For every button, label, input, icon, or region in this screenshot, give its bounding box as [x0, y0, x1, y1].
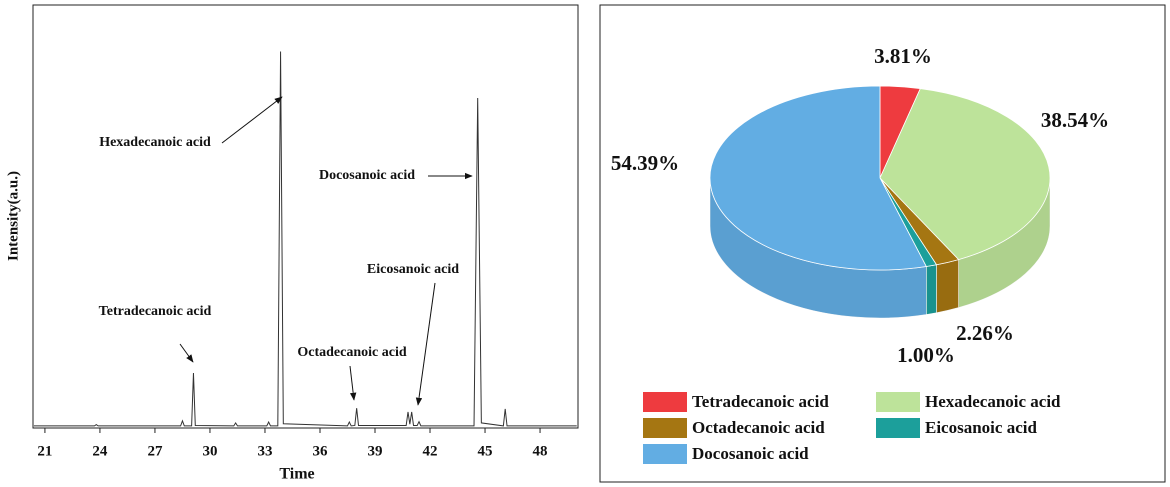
annotation: Tetradecanoic acid — [99, 304, 212, 319]
slice-side-shade — [926, 264, 937, 315]
value-label: 54.39% — [611, 151, 679, 175]
x-tick-label: 24 — [92, 443, 108, 459]
panel-frame — [599, 4, 1166, 483]
legend-swatch — [643, 444, 687, 464]
legend-swatch — [643, 392, 687, 412]
x-tick-label: 36 — [312, 443, 328, 459]
annotation-arrow — [179, 343, 194, 363]
value-label: 1.00% — [897, 343, 955, 367]
x-tick-label: 30 — [202, 443, 217, 459]
value-label: 3.81% — [874, 44, 932, 68]
slice — [709, 85, 927, 271]
x-tick-label: 42 — [423, 443, 438, 459]
legend-label: Docosanoic acid — [692, 444, 809, 463]
legend-swatch — [876, 392, 920, 412]
annotation-arrow — [415, 282, 436, 406]
slice-side-shade — [710, 178, 927, 318]
x-tick-label: 21 — [37, 443, 52, 459]
legend-label: Eicosanoic acid — [925, 418, 1037, 437]
legend-swatch — [876, 418, 920, 438]
chromatogram-line — [33, 51, 577, 427]
x-tick-label: 48 — [533, 443, 548, 459]
slice-side-shade — [936, 259, 959, 313]
annotation: Eicosanoic acid — [367, 262, 459, 277]
plot-frame — [32, 4, 579, 429]
annotation-arrow — [349, 365, 357, 401]
annotation: Docosanoic acid — [319, 168, 415, 183]
legend-label: Tetradecanoic acid — [692, 392, 829, 411]
x-tick-label: 45 — [478, 443, 493, 459]
legend-label: Hexadecanoic acid — [925, 392, 1061, 411]
value-label: 38.54% — [1041, 108, 1109, 132]
slice — [879, 88, 1051, 261]
x-tick-label: 39 — [368, 443, 383, 459]
x-tick-label: 33 — [257, 443, 272, 459]
annotation: Hexadecanoic acid — [99, 135, 211, 150]
x-axis-label: Time — [279, 466, 314, 483]
annotation-arrow — [221, 96, 283, 144]
legend-swatch — [643, 418, 687, 438]
y-axis-label: Intensity(a.u.) — [5, 171, 21, 261]
slice-side-shade — [958, 178, 1050, 308]
value-label: 2.26% — [956, 321, 1014, 345]
annotation: Octadecanoic acid — [297, 345, 406, 360]
x-tick-label: 27 — [147, 443, 163, 459]
legend-label: Octadecanoic acid — [692, 418, 825, 437]
